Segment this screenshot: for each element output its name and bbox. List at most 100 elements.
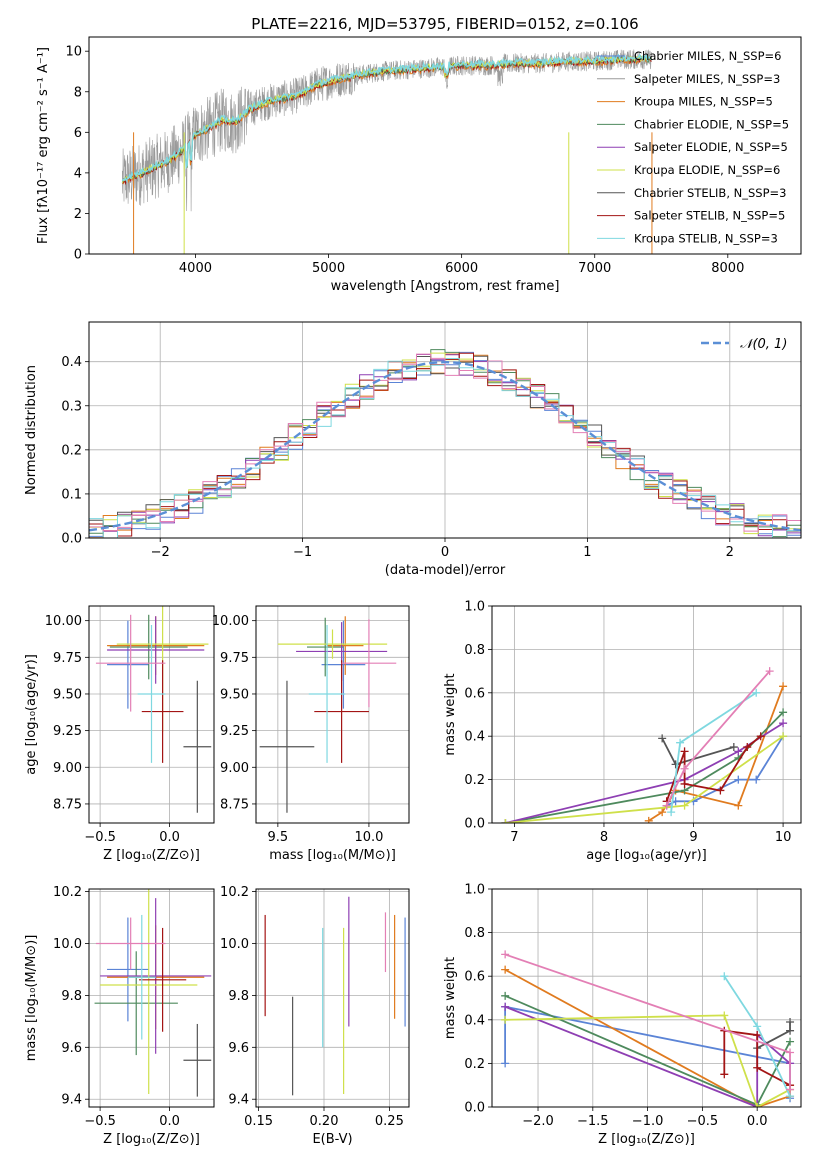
y-tick-label: 0.6 [464, 686, 485, 701]
y-tick-label: 2 [74, 207, 82, 222]
x-tick-label: 0.0 [159, 830, 180, 845]
axes-frame [88, 888, 215, 1108]
weight-marker-pink [786, 1085, 795, 1094]
legend-label-chabrier_miles: Chabrier MILES, N_SSP=6 [634, 49, 781, 63]
grid [492, 888, 801, 1108]
x-tick-label: 6000 [445, 261, 478, 276]
y-tick-label: 9.6 [228, 1041, 249, 1056]
x-axis-label: age [log₁₀(age/yr)] [586, 848, 707, 863]
y-tick-label: 10.2 [53, 885, 82, 900]
y-tick-label: 10.00 [45, 614, 82, 629]
spectrum-data-line [122, 49, 653, 212]
y-tick-label: 9.00 [220, 761, 249, 776]
x-axis-label: Z [log₁₀(Z/Z⊙)] [103, 848, 200, 863]
legend-label-salpeter_stelib: Salpeter STELIB, N_SSP=5 [634, 209, 785, 223]
x-tick-label: 8 [600, 830, 608, 845]
y-tick-label: 0.0 [464, 1101, 485, 1116]
y-tick-label: 9.50 [53, 687, 82, 702]
y-tick-label: 8 [74, 85, 82, 100]
y-tick-label: 9.4 [228, 1093, 249, 1108]
y-tick-label: 1.0 [464, 883, 485, 898]
panel-weight_vs_age: 7 8 9 10 0.0 0.2 0.4 0.6 0.8 1.0 age [log₁₀(age/yr… [443, 600, 802, 863]
weight-marker-pink [786, 1048, 795, 1057]
weight-marker-chabrier_elodie [779, 708, 788, 717]
x-tick-label: 0.25 [375, 1114, 404, 1129]
plot-area [94, 889, 212, 1097]
normal-curve [89, 360, 801, 532]
x-axis-label: mass [log₁₀(M/M⊙)] [269, 848, 396, 863]
y-tick-label: 9.25 [53, 724, 82, 739]
grid [256, 889, 409, 1107]
x-tick-label: 10.0 [354, 830, 383, 845]
weight-marker-salpeter_stelib [716, 786, 725, 795]
weight-marker-kroupa_elodie [720, 1011, 729, 1020]
y-tick-label: 10 [65, 45, 82, 60]
weight-marker-chabrier_miles [501, 1059, 510, 1068]
weight-marker-kroupa_elodie [680, 801, 689, 810]
weight-marker-kroupa_miles [734, 801, 743, 810]
weight-marker-chabrier_elodie [786, 1037, 795, 1046]
plot-area [259, 616, 397, 813]
panel-weight_vs_Z: −2.0 −1.5 −1.0 −0.5 0.0 0.0 0.2 0.4 0.6 0.8 1.0 Z [… [443, 883, 802, 1147]
grid [492, 605, 801, 824]
y-tick-label: 0.4 [61, 355, 82, 370]
y-tick-label: 9.75 [53, 651, 82, 666]
x-tick-label: 0 [441, 545, 449, 560]
weight-marker-salpeter_stelib [753, 1063, 762, 1072]
weight-marker-kroupa_elodie [501, 1015, 510, 1024]
weight-marker-kroupa_miles [658, 808, 667, 817]
weight-line-kroupa_elodie [505, 1014, 791, 1107]
y-axis-label: mass [log₁₀(M/M⊙)] [24, 935, 39, 1062]
x-tick-label: 0.15 [244, 1114, 273, 1129]
y-tick-label: 0.2 [464, 1057, 485, 1072]
y-tick-label: 0.8 [464, 643, 485, 658]
chart-title: PLATE=2216, MJD=53795, FIBERID=0152, z=0… [251, 15, 638, 33]
y-axis-label: mass weight [443, 673, 458, 755]
y-axis-label: mass weight [443, 957, 458, 1039]
weight-marker-kroupa_stelib [753, 1022, 762, 1031]
legend-label-kroupa_miles: Kroupa MILES, N_SSP=5 [634, 95, 773, 109]
panel-age_vs_Z: −0.5 0.0 8.75 9.00 9.25 9.50 9.75 10.00 Z [log₁₀… [24, 605, 215, 863]
x-axis-label: E(B-V) [312, 1132, 352, 1147]
weight-marker-chabrier_stelib [786, 1026, 795, 1035]
y-tick-label: 0.2 [464, 773, 485, 788]
plot-area [121, 49, 653, 254]
x-axis-label: Z [log₁₀(Z/Z⊙)] [598, 1132, 695, 1147]
x-tick-label: 4000 [179, 261, 212, 276]
weight-marker-salpeter_stelib [680, 747, 689, 756]
spectrum-model-kroupa_stelib [121, 53, 652, 183]
legend-label-kroupa_elodie: Kroupa ELODIE, N_SSP=6 [634, 163, 780, 177]
legend-label-chabrier_stelib: Chabrier STELIB, N_SSP=3 [634, 186, 786, 200]
plot-area [89, 349, 801, 538]
weight-marker-pink [662, 801, 671, 810]
weight-marker-chabrier_miles [734, 775, 743, 784]
axes-frame [88, 321, 802, 539]
weight-marker-chabrier_stelib [671, 760, 680, 769]
weight-marker-salpeter_stelib [680, 779, 689, 788]
weight-marker-kroupa_stelib [667, 808, 676, 817]
panel-spectrum: 4000 5000 6000 7000 8000 0 2 4 6 8 10 wavelength [A… [36, 15, 802, 294]
x-tick-label: 0.20 [310, 1114, 339, 1129]
y-tick-label: 9.50 [220, 687, 249, 702]
weight-marker-pink [680, 764, 689, 773]
x-tick-label: 5000 [312, 261, 345, 276]
x-tick-label: −2.0 [522, 1114, 554, 1129]
grid [89, 889, 214, 1107]
y-tick-label: 0.8 [464, 926, 485, 941]
weight-line-salpeter_elodie [505, 722, 784, 823]
weight-line-chabrier_elodie [505, 711, 784, 823]
legend-label-salpeter_elodie: Salpeter ELODIE, N_SSP=5 [634, 140, 788, 154]
panel-mass_vs_Z: −0.5 0.0 9.4 9.6 9.8 10.0 10.2 Z [log₁₀(Z/Z⊙)] m… [24, 885, 215, 1147]
weight-marker-chabrier_stelib [729, 743, 738, 752]
weight-marker-salpeter_stelib [743, 743, 752, 752]
axes-frame [88, 36, 802, 255]
x-tick-label: 7 [510, 830, 518, 845]
x-axis-label: wavelength [Angstrom, rest frame] [331, 279, 560, 294]
x-axis-label: (data-model)/error [385, 563, 506, 578]
y-tick-label: 9.25 [220, 724, 249, 739]
weight-marker-kroupa_stelib [720, 972, 729, 981]
y-tick-label: 9.00 [53, 761, 82, 776]
x-tick-label: −0.5 [84, 830, 116, 845]
x-tick-label: −0.5 [84, 1114, 116, 1129]
weight-line-pink [665, 670, 771, 806]
